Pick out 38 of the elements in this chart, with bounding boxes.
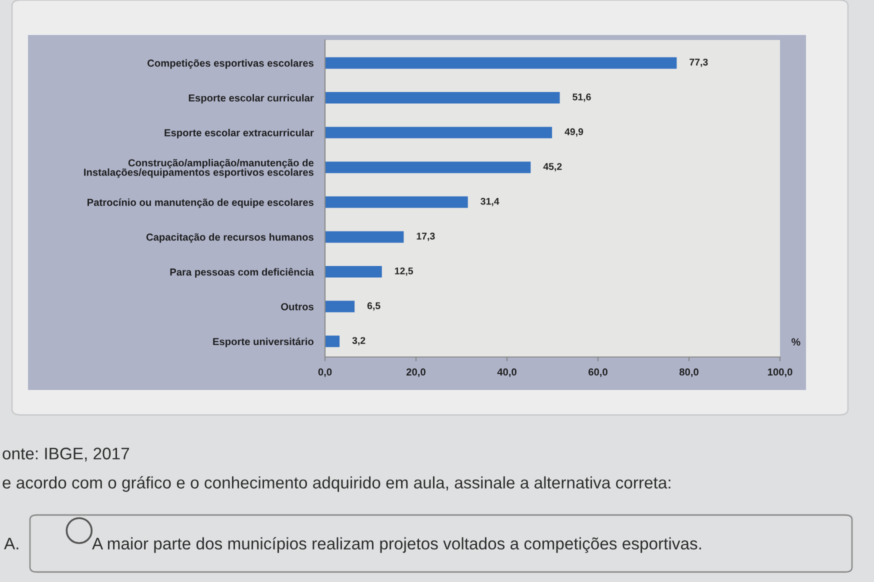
- bar: [325, 57, 677, 69]
- y-tick-label: Construção/ampliação/manutenção de Instalações/equipamentos esportivos escolares: [84, 158, 314, 178]
- x-tick-label: 20,0: [406, 368, 426, 378]
- data-label: 51,6: [572, 93, 591, 102]
- bar: [325, 162, 531, 174]
- data-label: 77,3: [690, 58, 708, 67]
- text: A.: [4, 538, 18, 550]
- y-tick-label: Capacitação de recursos humanos: [146, 233, 314, 243]
- data-label: 31,4: [480, 198, 500, 206]
- text: A maior parte dos municípios realizam projetos voltados a competições esportivas.: [92, 537, 701, 553]
- bar: [325, 196, 468, 208]
- x-tick-label: 40,0: [497, 368, 516, 378]
- y-tick-label: Esporte escolar extracurricular: [164, 128, 314, 138]
- data-label: 12,5: [394, 267, 414, 276]
- data-label: 17,3: [416, 232, 435, 241]
- bar: [325, 92, 560, 104]
- y-tick-label: Para pessoas com deficiência: [170, 268, 314, 278]
- data-label: 3,2: [352, 337, 366, 346]
- bar: [325, 266, 382, 278]
- x-axis-title: %: [792, 338, 800, 346]
- text: e acordo com o gráfico e o conhecimento adquirido em aula, assinale a alternativa correta:: [2, 476, 670, 492]
- y-tick-label: Outros: [281, 303, 314, 310]
- x-tick-label: 100,0: [768, 368, 792, 378]
- data-label: 49,9: [564, 128, 584, 137]
- bar: [325, 231, 404, 243]
- data-label: 45,2: [543, 163, 562, 172]
- bar: [325, 300, 355, 312]
- data-label: 6,5: [367, 302, 380, 311]
- x-tick-label: 60,0: [588, 368, 608, 378]
- y-tick-label: Competições esportivas escolares: [148, 59, 314, 69]
- bar: [325, 336, 340, 348]
- text: onte: IBGE, 2017: [2, 448, 130, 462]
- y-tick-label: Esporte escolar curricular: [188, 94, 314, 104]
- x-tick-label: 80,0: [679, 368, 698, 378]
- y-tick-label: Esporte universitário: [213, 338, 314, 348]
- bar: [325, 126, 552, 138]
- x-tick-label: 0,0: [318, 368, 332, 378]
- y-tick-label: Patrocínio ou manutenção de equipe escolares: [88, 198, 314, 208]
